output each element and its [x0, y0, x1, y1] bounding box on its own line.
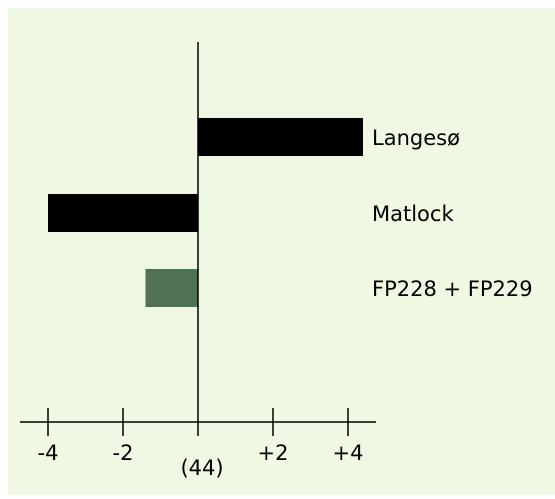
category-labels-group: Langesø Matlock FP228 + FP229: [372, 126, 533, 301]
baseline-label: (44): [180, 456, 223, 480]
bar-0: [198, 118, 363, 156]
x-axis-ticks-group: -4 -2 +2 +4: [38, 408, 364, 465]
bar-1: [48, 194, 198, 232]
bars-group: [48, 118, 363, 307]
bar-2: [145, 269, 198, 307]
x-tick-label-4: +4: [333, 441, 364, 465]
x-tick-label-3: +2: [258, 441, 289, 465]
x-tick-label-1: -2: [113, 441, 134, 465]
chart-background: [8, 8, 555, 495]
category-label-1: Matlock: [372, 202, 454, 226]
x-tick-label-0: -4: [38, 441, 59, 465]
category-label-0: Langesø: [372, 126, 460, 150]
category-label-2: FP228 + FP229: [372, 277, 533, 301]
